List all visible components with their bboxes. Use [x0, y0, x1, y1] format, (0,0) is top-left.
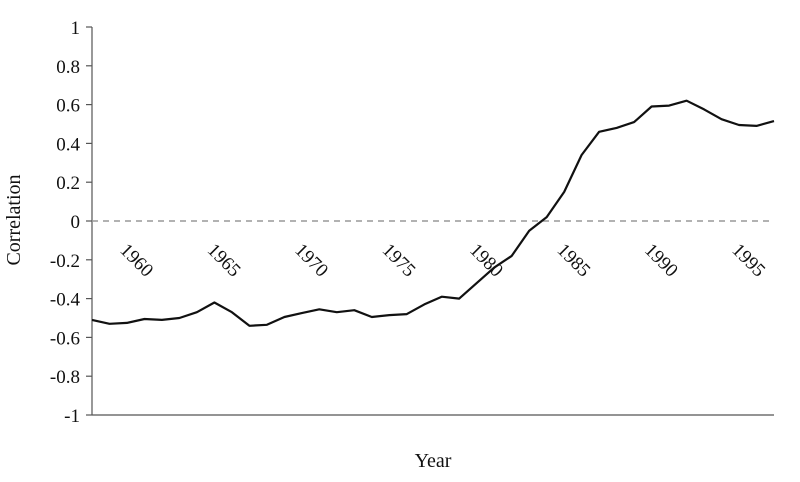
y-tick-label: -1 [64, 406, 80, 427]
y-tick-label: 0.6 [56, 96, 80, 117]
y-tick-label: -0.2 [50, 251, 80, 272]
y-tick-label: 0.8 [56, 57, 80, 78]
tick-labels: 1 0.8 0.6 0.4 0.2 0 -0.2 -0.4 -0.6 -0.8 -1 1960 1965… [50, 18, 769, 427]
x-tick-label: 1960 [115, 240, 157, 282]
series-group [91, 99, 775, 327]
x-tick-label: 1970 [290, 240, 332, 282]
y-tick-label: -0.6 [50, 328, 80, 349]
x-tick-label: 1975 [378, 240, 420, 282]
x-axis-title: Year [415, 450, 452, 472]
correlation-series-line [91, 99, 775, 327]
x-tick-label: 1990 [640, 240, 682, 282]
x-tick-label: 1985 [553, 240, 595, 282]
x-tick-label: 1995 [727, 240, 769, 282]
y-tick-label: 0.2 [56, 173, 80, 194]
y-tick-label: 1 [71, 18, 81, 39]
y-tick-label: -0.8 [50, 367, 80, 388]
y-tick-label: 0.4 [56, 134, 80, 155]
x-tick-label: 1965 [203, 240, 245, 282]
y-tick-label: 0 [71, 212, 81, 233]
y-tick-label: -0.4 [50, 290, 81, 311]
axes [86, 26, 774, 416]
y-axis-title: Correlation [3, 174, 25, 265]
